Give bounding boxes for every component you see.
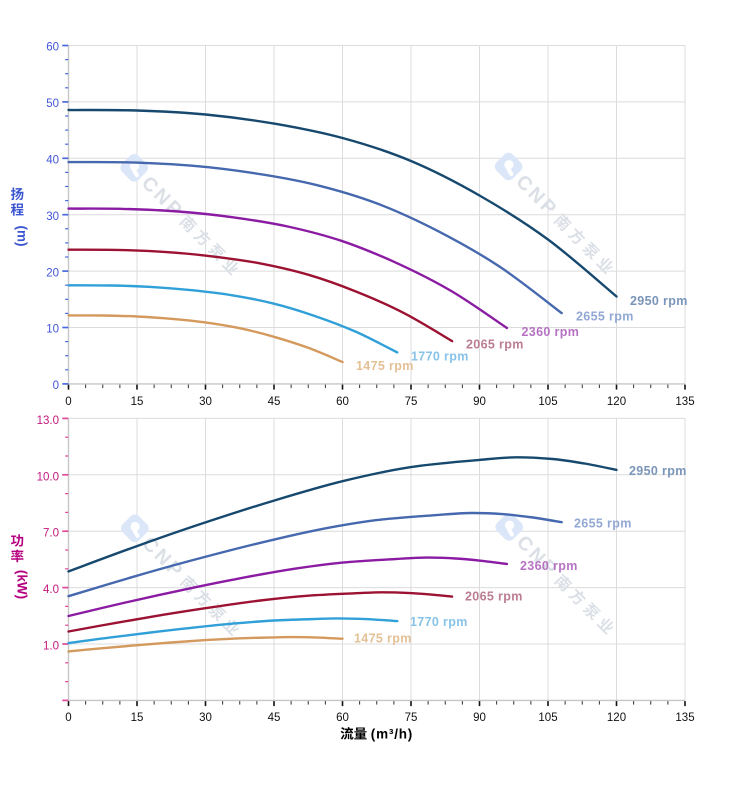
svg-text:105: 105 bbox=[538, 396, 557, 408]
svg-text:40: 40 bbox=[46, 155, 59, 167]
svg-text:15: 15 bbox=[131, 712, 144, 724]
svg-text:0: 0 bbox=[65, 396, 71, 408]
svg-text:15: 15 bbox=[131, 396, 144, 408]
svg-text:135: 135 bbox=[675, 712, 694, 724]
svg-text:0: 0 bbox=[65, 712, 71, 724]
svg-text:1475 rpm: 1475 rpm bbox=[354, 631, 412, 645]
svg-text:20: 20 bbox=[46, 267, 59, 279]
svg-text:60: 60 bbox=[46, 42, 59, 54]
svg-text:2360 rpm: 2360 rpm bbox=[522, 325, 580, 339]
svg-text:50: 50 bbox=[46, 98, 59, 110]
svg-text:2950 rpm: 2950 rpm bbox=[630, 294, 688, 308]
svg-text:90: 90 bbox=[473, 396, 486, 408]
svg-text:120: 120 bbox=[607, 712, 626, 724]
svg-text:4.0: 4.0 bbox=[43, 584, 59, 596]
svg-text:45: 45 bbox=[268, 712, 281, 724]
svg-text:60: 60 bbox=[336, 396, 349, 408]
svg-text:(kW): (kW) bbox=[14, 570, 29, 599]
svg-text:1475 rpm: 1475 rpm bbox=[356, 359, 414, 373]
svg-text:105: 105 bbox=[538, 712, 557, 724]
svg-text:90: 90 bbox=[473, 712, 486, 724]
svg-text:1.0: 1.0 bbox=[43, 641, 59, 653]
svg-text:10.0: 10.0 bbox=[37, 471, 59, 483]
svg-text:30: 30 bbox=[199, 396, 212, 408]
svg-text:30: 30 bbox=[199, 712, 212, 724]
svg-text:10: 10 bbox=[46, 324, 59, 336]
svg-text:(m): (m) bbox=[14, 226, 29, 247]
svg-text:60: 60 bbox=[336, 712, 349, 724]
svg-text:2360 rpm: 2360 rpm bbox=[520, 559, 578, 573]
svg-text:0: 0 bbox=[53, 380, 59, 392]
svg-text:13.0: 13.0 bbox=[37, 415, 59, 427]
svg-text:2655 rpm: 2655 rpm bbox=[576, 309, 634, 323]
svg-text:2065 rpm: 2065 rpm bbox=[465, 590, 523, 604]
svg-text:2655 rpm: 2655 rpm bbox=[574, 516, 632, 530]
svg-text:1770 rpm: 1770 rpm bbox=[411, 349, 469, 363]
svg-text:75: 75 bbox=[405, 712, 418, 724]
svg-text:75: 75 bbox=[405, 396, 418, 408]
svg-text:1770 rpm: 1770 rpm bbox=[410, 615, 468, 629]
svg-text:(m³/h): (m³/h) bbox=[371, 727, 413, 742]
svg-text:7.0: 7.0 bbox=[43, 528, 59, 540]
svg-text:135: 135 bbox=[675, 396, 694, 408]
svg-text:30: 30 bbox=[46, 211, 59, 223]
svg-text:2950 rpm: 2950 rpm bbox=[629, 464, 687, 478]
svg-text:45: 45 bbox=[268, 396, 281, 408]
svg-text:120: 120 bbox=[607, 396, 626, 408]
svg-text:2065 rpm: 2065 rpm bbox=[466, 337, 524, 351]
